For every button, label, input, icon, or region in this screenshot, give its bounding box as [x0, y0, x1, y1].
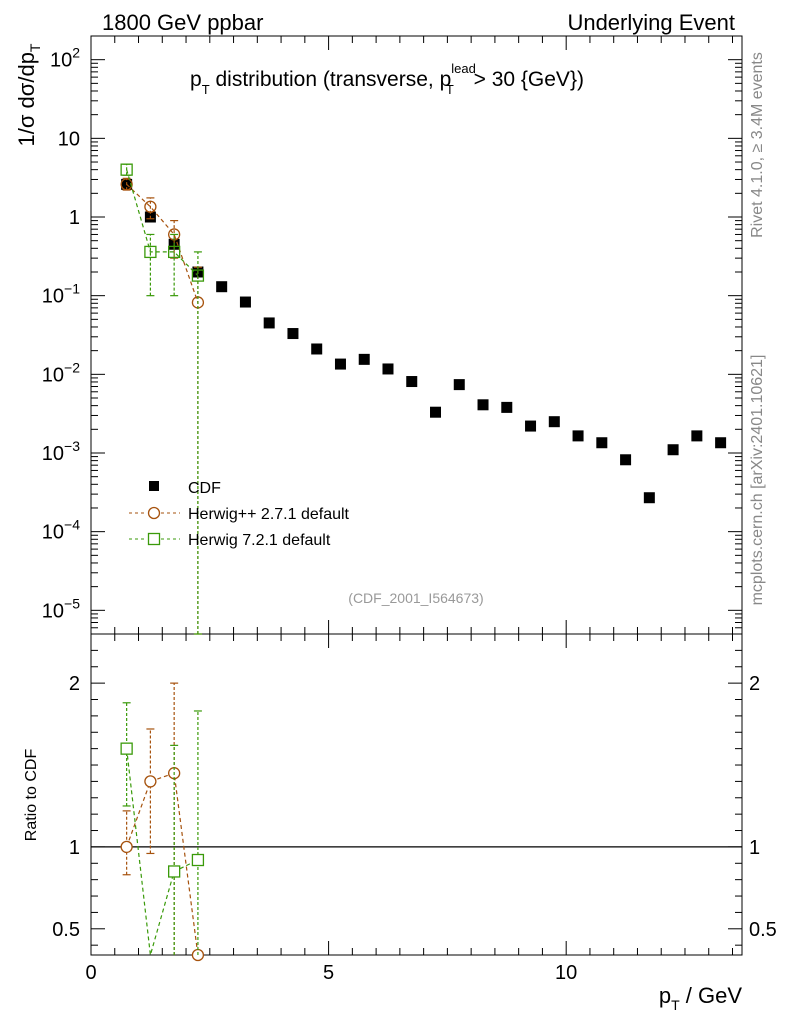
y-tick-label: 10−2: [42, 359, 80, 386]
cdf-point: [263, 317, 275, 329]
y-tick-label: 10−4: [42, 517, 80, 544]
main-panel-marks: [120, 163, 727, 635]
y-tick-label: 10: [58, 128, 80, 150]
herwigpp-ratio-point: [144, 775, 157, 788]
cdf-point: [643, 492, 655, 504]
cdf-point: [477, 399, 489, 411]
legend: CDF Herwig++ 2.7.1 default Herwig 7.2.1 …: [129, 480, 350, 549]
cdf-point: [715, 437, 727, 449]
cdf-point: [501, 401, 513, 413]
ratio-y-tick-label: 0.5: [52, 919, 80, 941]
cdf-point: [216, 281, 228, 293]
cdf-point: [548, 416, 560, 428]
herwig7-ratio-point: [191, 853, 205, 867]
cdf-point: [239, 296, 251, 308]
cdf-point: [358, 353, 370, 365]
ratio-y-tick-label: 1: [69, 837, 80, 859]
cdf-point: [311, 343, 323, 355]
x-axis-label: pT / GeV: [659, 983, 742, 1013]
ratio-panel-frame: [90, 633, 743, 956]
cdf-point: [406, 376, 418, 388]
herwig7-point: [120, 163, 133, 176]
cdf-point: [430, 406, 442, 418]
analysis-id-label: (CDF_2001_I564673): [348, 590, 483, 606]
cdf-point: [334, 358, 346, 370]
legend-herwig7-marker: [147, 532, 161, 546]
ratio-y-tick-label-right: 1: [749, 837, 760, 859]
axis-ticks: 0 5 10 102 10 1 10−1 10−2 10−3 10−4 10−5 0.5 0.5 1 1 2 2: [42, 35, 777, 984]
herwig7-ratio-line: [126, 748, 199, 956]
rivet-version-label: Rivet 4.1.0, ≥ 3.4M events: [749, 52, 766, 238]
herwigpp-line: [126, 183, 199, 303]
energy-label: 1800 GeV ppbar: [102, 10, 263, 35]
cdf-point: [572, 430, 584, 442]
herwig7-point: [168, 245, 181, 259]
herwigpp-point: [144, 200, 157, 213]
cdf-point: [287, 328, 299, 340]
cdf-point: [453, 379, 465, 391]
herwig7-point: [144, 245, 157, 259]
svg-text:1/σ dσ/dpT: 1/σ dσ/dpT: [14, 43, 43, 146]
cdf-point: [667, 444, 679, 456]
cdf-point: [691, 430, 703, 442]
legend-cdf-marker: [149, 481, 159, 491]
y-tick-label: 10−3: [42, 438, 80, 465]
y-tick-label: 1: [69, 207, 80, 229]
process-label: Underlying Event: [567, 10, 735, 35]
x-tick-label: 10: [555, 962, 577, 984]
legend-herwigpp-marker: [147, 506, 161, 520]
herwig7-ratio-point: [120, 742, 133, 755]
ratio-y-axis-label: Ratio to CDF: [23, 749, 40, 842]
legend-herwigpp-label: Herwig++ 2.7.1 default: [188, 506, 350, 523]
y-tick-label: 10−5: [42, 595, 80, 622]
cdf-point: [382, 363, 394, 375]
ratio-y-tick-label: 2: [69, 673, 80, 695]
herwig7-point: [191, 269, 205, 282]
herwig7-ratio-point: [168, 865, 181, 878]
ratio-panel-marks: [91, 682, 742, 962]
mcplots-source-label: mcplots.cern.ch [arXiv:2401.10621]: [749, 355, 766, 606]
herwigpp-ratio-point: [120, 840, 133, 854]
cdf-point: [596, 437, 608, 449]
herwigpp-ratio-line: [126, 772, 199, 956]
y-tick-label: 102: [50, 45, 80, 72]
x-tick-label: 0: [85, 962, 96, 984]
legend-cdf-label: CDF: [188, 480, 221, 497]
ratio-y-tick-label-right: 2: [749, 673, 760, 695]
x-tick-label: 5: [323, 962, 334, 984]
cdf-point: [620, 454, 632, 466]
legend-herwig7-label: Herwig 7.2.1 default: [188, 532, 331, 549]
y-tick-label: 10−1: [42, 281, 80, 308]
cdf-point: [525, 420, 537, 432]
herwig7-line: [126, 169, 199, 277]
chart-title: pT distribution (transverse, plead T > 30…: [190, 61, 584, 97]
y-axis-label: 1/σ dσ/dpT: [14, 43, 43, 146]
ratio-y-tick-label-right: 0.5: [749, 919, 777, 941]
herwigpp-point: [120, 178, 133, 191]
